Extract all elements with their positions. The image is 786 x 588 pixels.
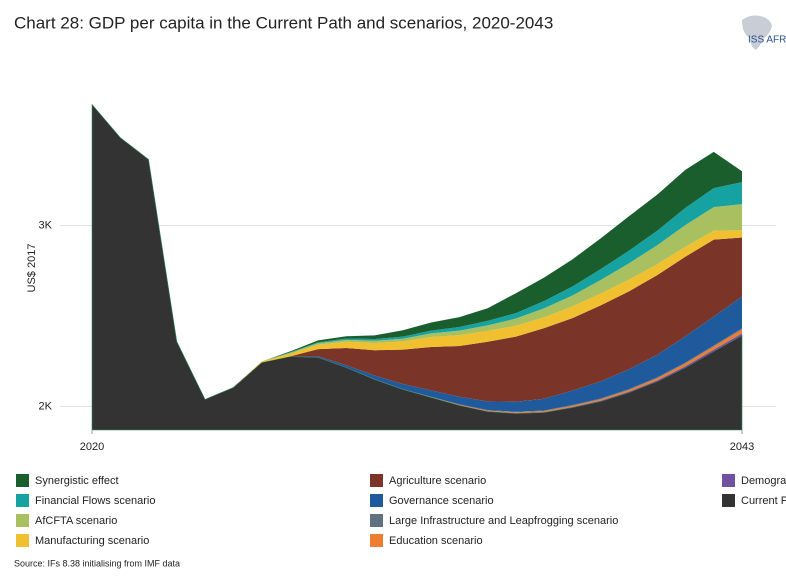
legend-item: Education scenario: [370, 534, 483, 547]
legend-label: Financial Flows scenario: [35, 495, 155, 507]
legend-item: Governance scenario: [370, 494, 494, 507]
x-tick-label: 2043: [730, 441, 754, 453]
y-tick-label: 2K: [39, 400, 53, 412]
legend-item: Current Path: [722, 494, 786, 507]
logo-text: ISS AFRICA: [748, 35, 786, 46]
legend-swatch: [16, 494, 29, 507]
logo: ISS AFRICA: [742, 15, 786, 50]
chart-title: Chart 28: GDP per capita in the Current …: [14, 13, 553, 32]
legend-swatch: [722, 494, 735, 507]
legend-swatch: [16, 474, 29, 487]
legend-swatch: [370, 534, 383, 547]
legend-item: Demographic scenario: [722, 474, 786, 487]
legend-item: Agriculture scenario: [370, 474, 486, 487]
legend-label: Governance scenario: [389, 495, 494, 507]
legend-label: Large Infrastructure and Leapfrogging sc…: [389, 515, 618, 527]
legend-label: Manufacturing scenario: [35, 535, 149, 547]
y-axis-label: US$ 2017: [26, 244, 38, 293]
legend-swatch: [370, 494, 383, 507]
legend-item: Large Infrastructure and Leapfrogging sc…: [370, 514, 618, 527]
legend-label: AfCFTA scenario: [35, 515, 117, 527]
x-tick-label: 2020: [80, 441, 104, 453]
source: Source: IFs 8.38 initialising from IMF d…: [14, 558, 180, 568]
legend-swatch: [370, 514, 383, 527]
legend-item: AfCFTA scenario: [16, 514, 117, 527]
logo-shape: [742, 15, 772, 50]
legend-swatch: [16, 514, 29, 527]
legend-swatch: [16, 534, 29, 547]
area: [92, 104, 742, 400]
y-tick-label: 3K: [39, 219, 53, 231]
legend-item: Synergistic effect: [16, 474, 119, 487]
area: [92, 104, 742, 402]
legend-swatch: [722, 474, 735, 487]
legend-label: Education scenario: [389, 535, 483, 547]
legend-item: Financial Flows scenario: [16, 494, 155, 507]
legend-label: Demographic scenario: [741, 475, 786, 487]
legend-label: Current Path: [741, 495, 786, 507]
legend-label: Agriculture scenario: [389, 475, 486, 487]
area: [92, 104, 742, 400]
legend-swatch: [370, 474, 383, 487]
legend-label: Synergistic effect: [35, 475, 119, 487]
legend-item: Manufacturing scenario: [16, 534, 149, 547]
